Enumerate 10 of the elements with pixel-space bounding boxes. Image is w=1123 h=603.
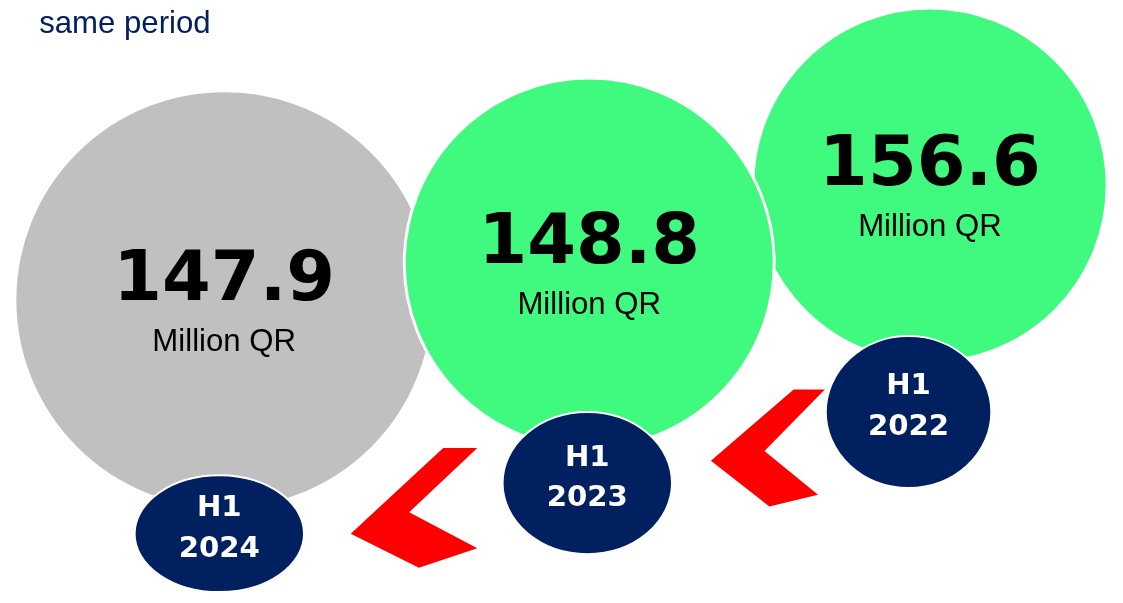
text: Million QR [858,207,1002,243]
data-label: 147.9 [113,235,336,318]
data-label: 148.8 [478,198,701,281]
text: same period [39,5,211,41]
category-label: H1 2022 [867,367,950,443]
text: Million QR [517,285,662,321]
category-label: H1 2024 [178,489,260,565]
text: Million QR [152,322,297,358]
data-label: 156.6 [819,120,1041,203]
category-label: H1 2023 [546,438,628,514]
